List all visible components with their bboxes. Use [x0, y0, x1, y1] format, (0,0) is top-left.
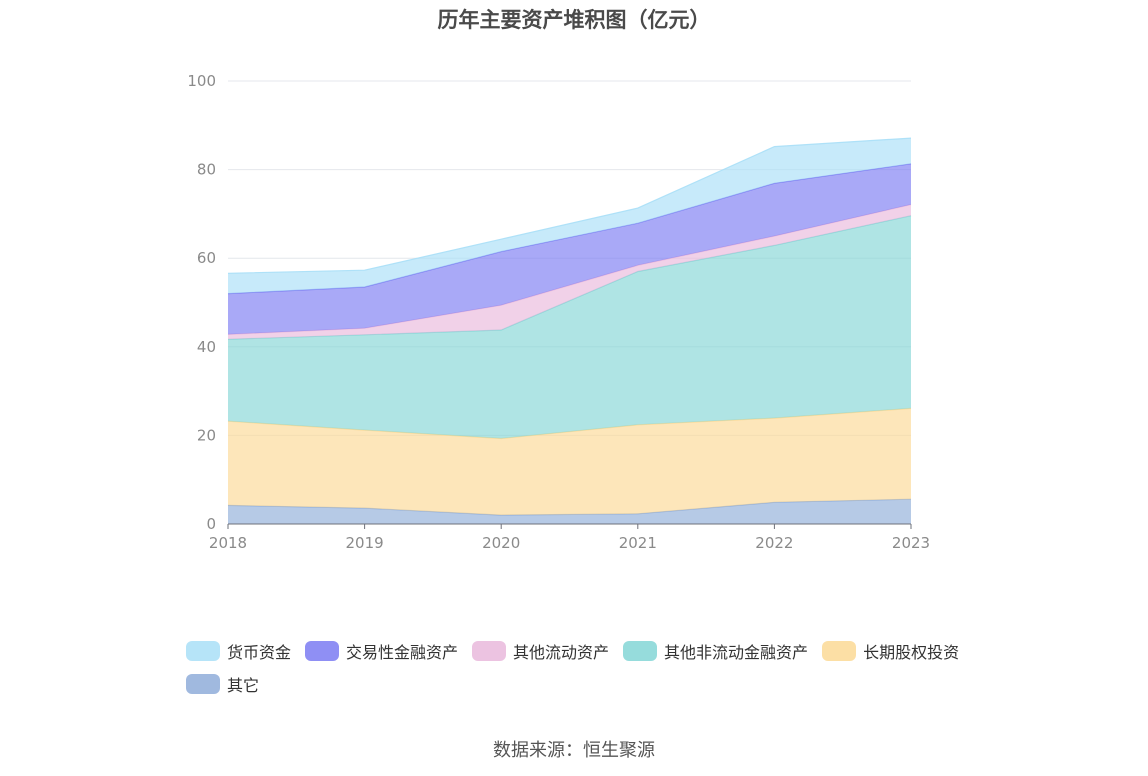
x-tick-label: 2019 — [346, 534, 384, 552]
axes: 0 20 40 60 80 100 2018 2019 2020 2021 2022 2023 — [187, 72, 930, 552]
legend-label: 货币资金 — [227, 642, 292, 662]
stacked-area-chart: 0 20 40 60 80 100 2018 2019 2020 2021 2022 2023 — [187, 72, 930, 552]
legend-swatch — [186, 673, 220, 694]
x-tick-label: 2018 — [209, 534, 247, 552]
x-tick-label: 2023 — [892, 534, 930, 552]
legend-swatch — [623, 640, 658, 661]
legend-swatch — [472, 640, 507, 661]
area-series-4 — [228, 163, 911, 335]
legend-item[interactable]: 其他非流动金融资产 — [623, 640, 809, 662]
y-tick-label: 0 — [206, 515, 216, 533]
series-areas — [227, 137, 912, 524]
area-series-1 — [228, 408, 911, 516]
y-tick-label: 20 — [197, 426, 216, 444]
x-tick-label: 2020 — [482, 534, 520, 552]
legend-label: 其他流动资产 — [513, 642, 610, 662]
chart-title: 历年主要资产堆积图（亿元） — [437, 8, 711, 32]
x-tick-label: 2021 — [619, 534, 657, 552]
y-tick-label: 40 — [197, 338, 216, 356]
legend-label: 交易性金融资产 — [346, 642, 459, 662]
legend: 货币资金 交易性金融资产 其他流动资产 其他非流动金融资产 长期股权投资其它 — [186, 640, 986, 706]
legend-label: 其他非流动金融资产 — [664, 642, 809, 662]
legend-item[interactable]: 交易性金融资产 — [305, 640, 459, 662]
y-tick-label: 100 — [187, 72, 216, 90]
area-series-2 — [228, 215, 911, 439]
legend-item[interactable]: 其他流动资产 — [472, 640, 610, 662]
legend-item[interactable]: 其它 — [186, 673, 260, 695]
legend-label: 其它 — [227, 675, 260, 695]
legend-item[interactable]: 货币资金 — [186, 640, 292, 662]
data-source: 数据来源：恒生聚源 — [493, 740, 655, 761]
legend-swatch — [186, 640, 220, 661]
y-tick-label: 60 — [197, 249, 216, 267]
area-series-edge-5 — [227, 137, 912, 274]
legend-item[interactable]: 长期股权投资 — [822, 640, 960, 662]
legend-swatch — [305, 640, 340, 661]
x-tick-label: 2022 — [755, 534, 793, 552]
legend-swatch — [822, 640, 857, 661]
legend-label: 长期股权投资 — [863, 642, 960, 662]
y-tick-label: 80 — [197, 161, 216, 179]
area-series-5 — [228, 138, 911, 294]
